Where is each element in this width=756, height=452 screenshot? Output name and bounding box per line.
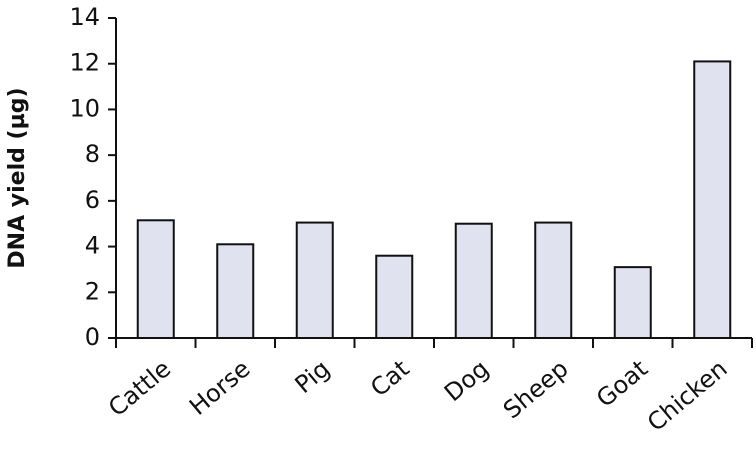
- y-axis-label: DNA yield (µg): [5, 87, 30, 268]
- x-tick-label: Chicken: [642, 355, 733, 437]
- bar: [693, 60, 732, 340]
- x-tick-label: Cat: [365, 355, 414, 403]
- bar: [216, 243, 255, 340]
- y-tick-label: 14: [69, 3, 100, 31]
- y-tick-label: 12: [69, 49, 100, 77]
- x-tick-label: Horse: [184, 355, 256, 421]
- y-tick-label: 8: [85, 140, 100, 168]
- bar: [613, 266, 652, 339]
- bar: [454, 222, 493, 339]
- x-tick-label: Goat: [591, 355, 653, 413]
- bar: [136, 219, 175, 340]
- y-tick-label: 0: [85, 323, 100, 351]
- bar: [295, 221, 334, 339]
- x-tick-label: Sheep: [498, 355, 574, 425]
- bar: [534, 221, 573, 339]
- y-tick-label: 6: [85, 186, 100, 214]
- y-tick-label: 10: [69, 94, 100, 122]
- x-tick-label: Pig: [290, 355, 335, 399]
- x-tick-label: Dog: [439, 355, 494, 408]
- y-tick-label: 4: [85, 232, 100, 260]
- y-tick-label: 2: [85, 277, 100, 305]
- bar: [375, 254, 414, 339]
- x-tick-label: Cattle: [103, 355, 176, 423]
